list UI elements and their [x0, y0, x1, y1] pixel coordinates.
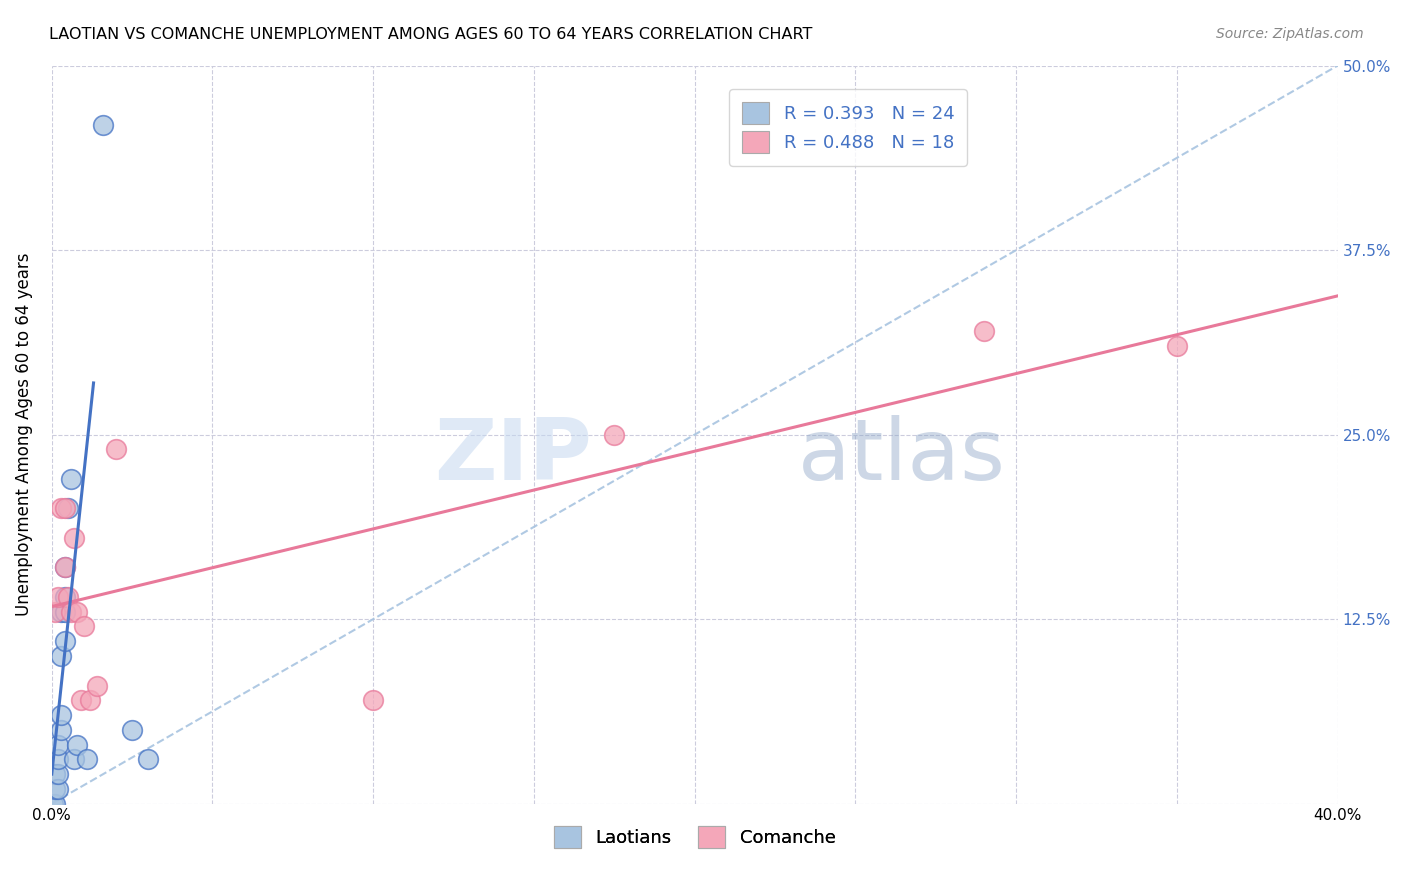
- Point: [53, 634, 76, 648]
- Point: [91, 118, 114, 132]
- Point: [105, 442, 128, 457]
- Point: [51, 605, 73, 619]
- Point: [76, 752, 98, 766]
- Text: ZIP: ZIP: [434, 416, 592, 499]
- Point: [136, 752, 159, 766]
- Point: [44, 767, 66, 781]
- Point: [66, 605, 89, 619]
- Point: [53, 605, 76, 619]
- Point: [973, 324, 995, 338]
- Point: [66, 738, 89, 752]
- Point: [60, 472, 83, 486]
- Point: [63, 752, 86, 766]
- Point: [46, 738, 69, 752]
- Point: [51, 708, 73, 723]
- Point: [56, 590, 79, 604]
- Point: [46, 590, 69, 604]
- Point: [44, 797, 66, 811]
- Point: [86, 679, 108, 693]
- Point: [44, 781, 66, 796]
- Point: [51, 648, 73, 663]
- Point: [603, 427, 626, 442]
- Point: [51, 723, 73, 737]
- Point: [60, 605, 83, 619]
- Legend: Laotians, Comanche: Laotians, Comanche: [541, 814, 848, 861]
- Point: [46, 752, 69, 766]
- Point: [53, 560, 76, 574]
- Point: [73, 619, 96, 633]
- Point: [121, 723, 143, 737]
- Point: [46, 781, 69, 796]
- Point: [69, 693, 91, 707]
- Point: [56, 501, 79, 516]
- Point: [42, 797, 65, 811]
- Point: [46, 767, 69, 781]
- Point: [44, 605, 66, 619]
- Point: [53, 501, 76, 516]
- Text: atlas: atlas: [797, 416, 1005, 499]
- Point: [79, 693, 101, 707]
- Y-axis label: Unemployment Among Ages 60 to 64 years: Unemployment Among Ages 60 to 64 years: [15, 252, 32, 616]
- Point: [1166, 339, 1188, 353]
- Point: [63, 531, 86, 545]
- Point: [53, 560, 76, 574]
- Point: [53, 590, 76, 604]
- Text: Source: ZipAtlas.com: Source: ZipAtlas.com: [1216, 27, 1364, 41]
- Point: [51, 501, 73, 516]
- Text: LAOTIAN VS COMANCHE UNEMPLOYMENT AMONG AGES 60 TO 64 YEARS CORRELATION CHART: LAOTIAN VS COMANCHE UNEMPLOYMENT AMONG A…: [49, 27, 813, 42]
- Point: [361, 693, 384, 707]
